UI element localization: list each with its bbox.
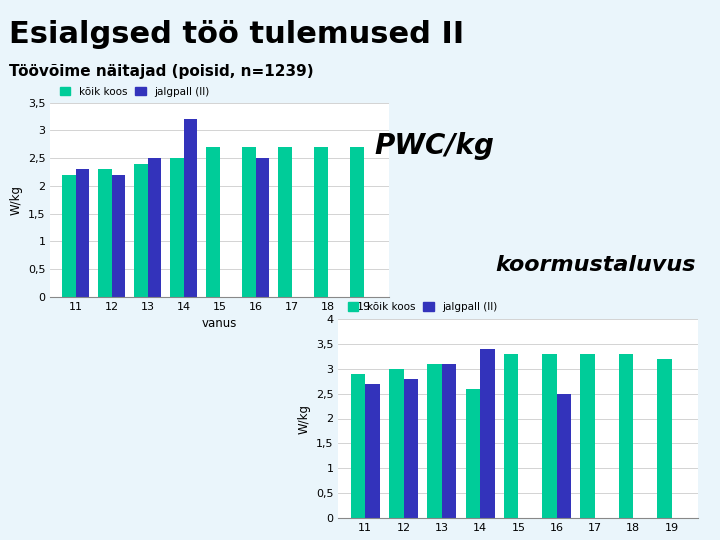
Bar (389, 368, 403, 518)
Bar (62, 175, 76, 297)
Legend: kõik koos, jalgpall (II): kõik koos, jalgpall (II) (55, 83, 214, 101)
Bar (351, 374, 365, 518)
Bar (98, 169, 112, 297)
Bar (504, 354, 518, 518)
Bar (466, 389, 480, 518)
Bar (427, 363, 442, 518)
Bar (76, 169, 89, 297)
Bar (442, 363, 456, 518)
Bar (618, 354, 634, 518)
Text: Töövõime näitajad (poisid, n=1239): Töövõime näitajad (poisid, n=1239) (9, 64, 314, 79)
Bar (256, 158, 269, 297)
Text: PWC/kg: PWC/kg (374, 132, 494, 160)
Bar (112, 175, 125, 297)
Bar (557, 394, 571, 518)
Bar (657, 359, 672, 518)
X-axis label: vanus: vanus (202, 318, 238, 330)
Bar (242, 147, 256, 297)
Text: Esialgsed töö tulemused II: Esialgsed töö tulemused II (9, 19, 464, 49)
Bar (403, 379, 418, 518)
Bar (170, 158, 184, 297)
Bar (206, 147, 220, 297)
Y-axis label: W/kg: W/kg (297, 403, 310, 434)
Bar (184, 119, 197, 297)
Text: koormustaluvus: koormustaluvus (495, 254, 696, 275)
Bar (134, 164, 148, 297)
Bar (365, 383, 379, 518)
Y-axis label: W/kg: W/kg (9, 185, 22, 215)
Bar (580, 354, 595, 518)
Bar (278, 147, 292, 297)
Bar (542, 354, 557, 518)
Bar (480, 349, 495, 518)
Legend: kõik koos, jalgpall (II): kõik koos, jalgpall (II) (343, 298, 502, 316)
Bar (350, 147, 364, 297)
X-axis label: vanus: vanus (500, 539, 536, 540)
Bar (314, 147, 328, 297)
Bar (148, 158, 161, 297)
